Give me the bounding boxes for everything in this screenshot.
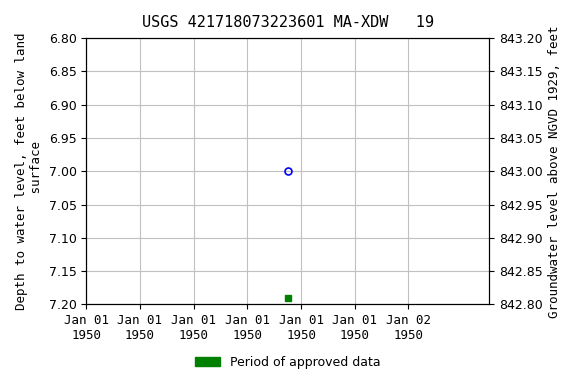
Title: USGS 421718073223601 MA-XDW   19: USGS 421718073223601 MA-XDW 19 [142,15,434,30]
Y-axis label: Depth to water level, feet below land
 surface: Depth to water level, feet below land su… [15,33,43,310]
Y-axis label: Groundwater level above NGVD 1929, feet: Groundwater level above NGVD 1929, feet [548,25,561,318]
Legend: Period of approved data: Period of approved data [190,351,386,374]
